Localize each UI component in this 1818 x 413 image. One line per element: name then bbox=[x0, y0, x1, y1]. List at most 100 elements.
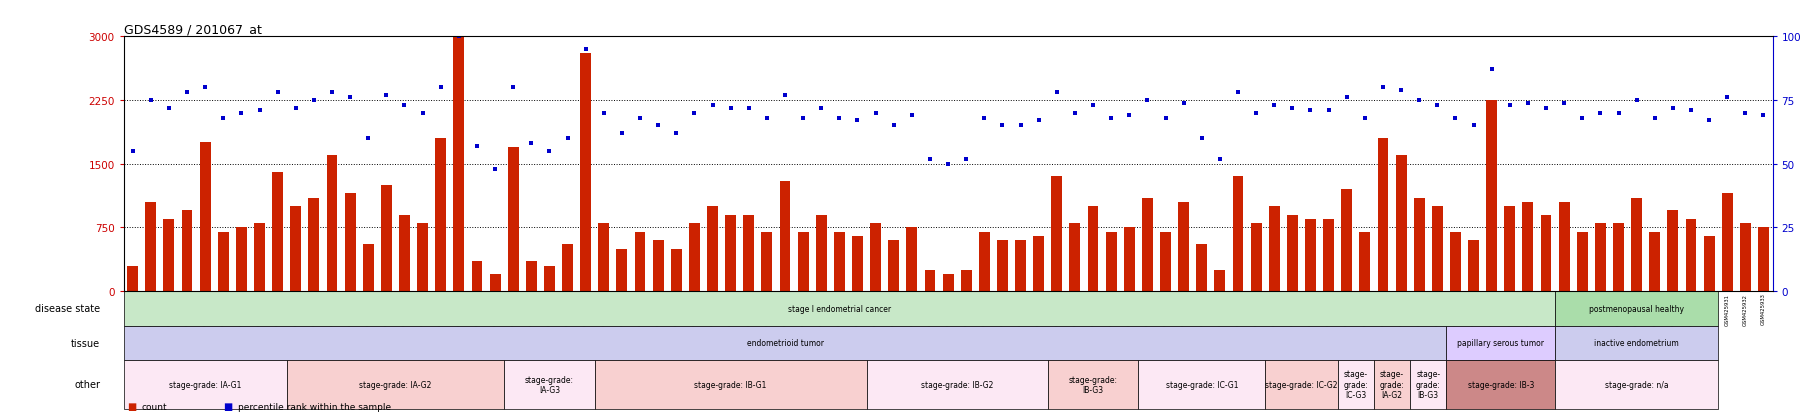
Bar bbox=[1033, 236, 1044, 292]
Point bbox=[807, 105, 836, 112]
Text: stage-grade: IB-G2: stage-grade: IB-G2 bbox=[922, 380, 993, 389]
Point bbox=[1513, 100, 1542, 107]
Point bbox=[1442, 115, 1471, 122]
Text: inactive endometrium: inactive endometrium bbox=[1594, 338, 1680, 347]
Point bbox=[1024, 118, 1053, 124]
Point bbox=[173, 90, 202, 96]
Text: stage I endometrial cancer: stage I endometrial cancer bbox=[787, 304, 891, 313]
Point bbox=[662, 131, 691, 137]
Bar bbox=[834, 232, 845, 292]
Bar bbox=[1287, 215, 1298, 292]
Bar bbox=[164, 219, 175, 292]
Point bbox=[1133, 97, 1162, 104]
Bar bbox=[416, 224, 427, 292]
Bar bbox=[1554, 326, 1718, 360]
Bar bbox=[1522, 202, 1533, 292]
Point bbox=[1333, 95, 1362, 102]
Bar bbox=[544, 266, 554, 292]
Point bbox=[589, 110, 618, 117]
Bar bbox=[1667, 211, 1678, 292]
Bar bbox=[1342, 190, 1353, 292]
Text: stage-grade: IB-G1: stage-grade: IB-G1 bbox=[694, 380, 767, 389]
Bar bbox=[273, 173, 284, 292]
Text: endometrioid tumor: endometrioid tumor bbox=[747, 338, 824, 347]
Text: count: count bbox=[142, 402, 167, 411]
Point bbox=[1423, 102, 1453, 109]
Point bbox=[1260, 102, 1289, 109]
Bar bbox=[616, 249, 627, 292]
Bar bbox=[707, 207, 718, 292]
Point bbox=[1676, 108, 1705, 114]
Bar bbox=[1540, 215, 1551, 292]
Text: other: other bbox=[75, 380, 100, 389]
Bar bbox=[291, 207, 302, 292]
Bar bbox=[398, 215, 409, 292]
Bar bbox=[653, 241, 664, 292]
Point bbox=[516, 141, 545, 147]
Point bbox=[934, 161, 964, 168]
Point bbox=[951, 156, 980, 163]
Bar bbox=[1447, 360, 1554, 409]
Bar bbox=[1594, 224, 1605, 292]
Bar bbox=[598, 224, 609, 292]
Point bbox=[282, 105, 311, 112]
Bar bbox=[182, 211, 193, 292]
Point bbox=[300, 97, 329, 104]
Bar bbox=[798, 232, 809, 292]
Bar bbox=[1338, 360, 1374, 409]
Point bbox=[571, 47, 600, 53]
Bar bbox=[1138, 360, 1265, 409]
Point bbox=[155, 105, 184, 112]
Bar bbox=[1433, 207, 1443, 292]
Bar bbox=[960, 270, 971, 292]
Bar bbox=[200, 143, 211, 292]
Point bbox=[1749, 113, 1778, 119]
Point bbox=[227, 110, 256, 117]
Point bbox=[264, 90, 293, 96]
Text: stage-grade: IC-G2: stage-grade: IC-G2 bbox=[1265, 380, 1338, 389]
Bar bbox=[1758, 228, 1769, 292]
Point bbox=[1549, 100, 1578, 107]
Bar bbox=[382, 185, 393, 292]
Bar bbox=[309, 198, 320, 292]
Bar bbox=[124, 292, 1554, 326]
Text: stage-grade: IC-G1: stage-grade: IC-G1 bbox=[1165, 380, 1238, 389]
Bar bbox=[978, 232, 989, 292]
Bar bbox=[435, 139, 445, 292]
Point bbox=[480, 166, 509, 173]
Point bbox=[553, 135, 582, 142]
Bar bbox=[1469, 241, 1480, 292]
Point bbox=[1460, 123, 1489, 130]
Text: percentile rank within the sample: percentile rank within the sample bbox=[238, 402, 391, 411]
Point bbox=[1078, 102, 1107, 109]
Point bbox=[969, 115, 998, 122]
Text: stage-grade: IA-G2: stage-grade: IA-G2 bbox=[360, 380, 431, 389]
Bar bbox=[1613, 224, 1623, 292]
Bar bbox=[364, 245, 375, 292]
Bar bbox=[1487, 101, 1498, 292]
Bar bbox=[236, 228, 247, 292]
Bar bbox=[1124, 228, 1134, 292]
Point bbox=[607, 131, 636, 137]
Bar bbox=[725, 215, 736, 292]
Text: GDS4589 / 201067_at: GDS4589 / 201067_at bbox=[124, 23, 262, 36]
Bar bbox=[327, 156, 338, 292]
Point bbox=[118, 148, 147, 155]
Point bbox=[462, 143, 491, 150]
Point bbox=[1005, 123, 1034, 130]
Bar bbox=[1360, 232, 1371, 292]
Bar bbox=[218, 232, 229, 292]
Point bbox=[1351, 115, 1380, 122]
Bar bbox=[1214, 270, 1225, 292]
Bar bbox=[1378, 139, 1389, 292]
Bar bbox=[1740, 224, 1751, 292]
Bar bbox=[1105, 232, 1116, 292]
Point bbox=[498, 85, 527, 91]
Point bbox=[1478, 67, 1507, 74]
Bar bbox=[1396, 156, 1407, 292]
Text: stage-grade:
IA-G3: stage-grade: IA-G3 bbox=[525, 375, 574, 394]
Point bbox=[1713, 95, 1742, 102]
Bar bbox=[471, 262, 482, 292]
Text: stage-
grade:
IB-G3: stage- grade: IB-G3 bbox=[1416, 370, 1440, 399]
Point bbox=[1314, 108, 1344, 114]
